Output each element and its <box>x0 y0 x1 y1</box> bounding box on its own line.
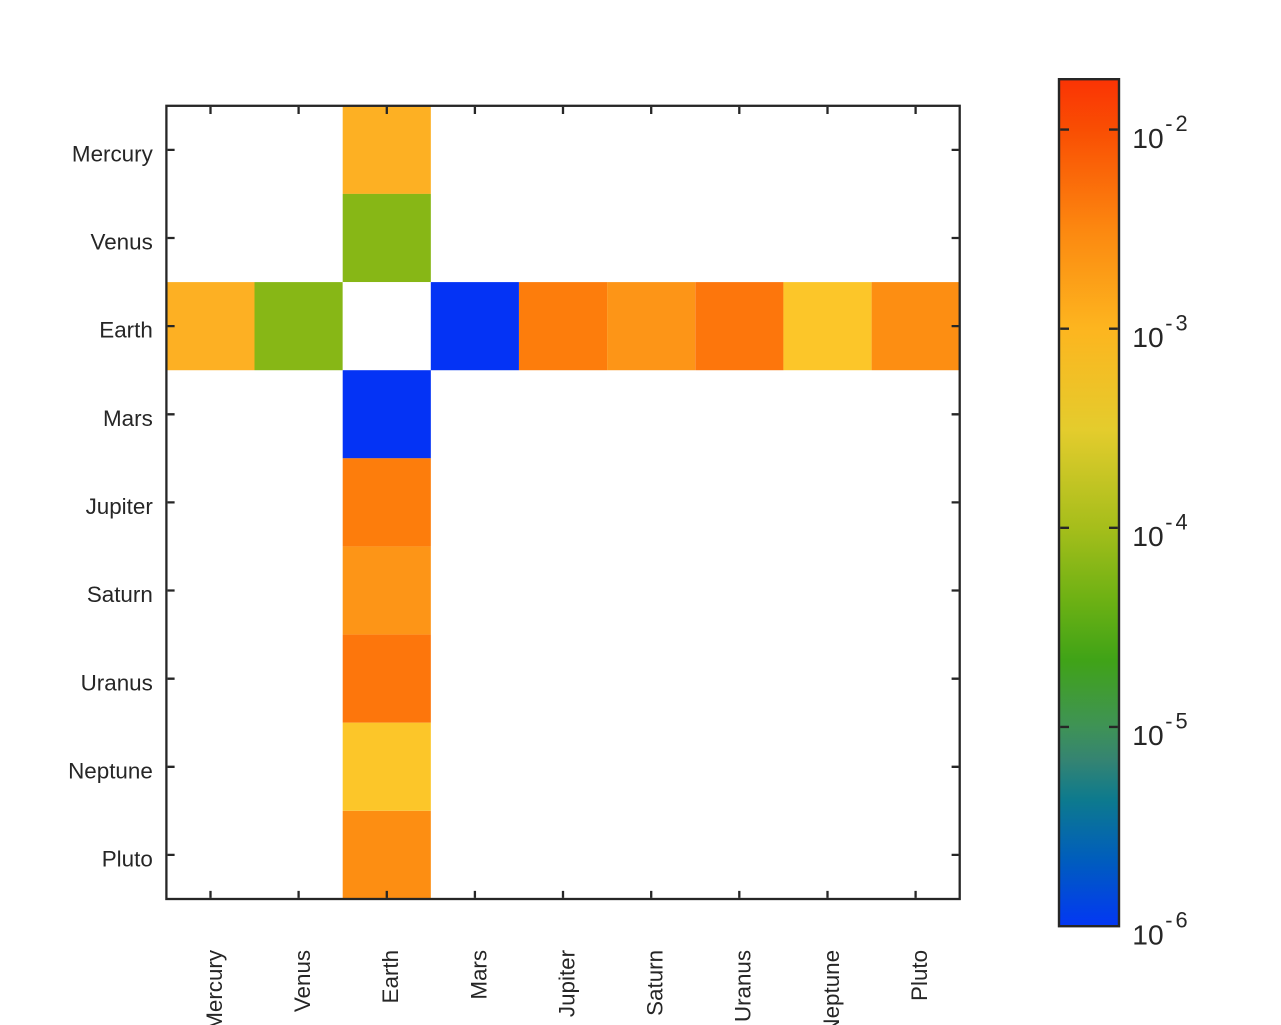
svg-text:Jupiter: Jupiter <box>86 494 154 519</box>
svg-text:Earth: Earth <box>99 318 153 343</box>
svg-text:Pluto: Pluto <box>907 950 932 1001</box>
svg-text:Venus: Venus <box>91 230 153 255</box>
svg-text:Neptune: Neptune <box>68 758 153 783</box>
svg-text:Uranus: Uranus <box>731 950 756 1022</box>
svg-text:Pluto: Pluto <box>102 847 153 872</box>
svg-text:Mars: Mars <box>103 406 153 431</box>
svg-text:Saturn: Saturn <box>643 950 668 1016</box>
svg-text:Jupiter: Jupiter <box>554 949 579 1017</box>
svg-text:Uranus: Uranus <box>81 670 153 695</box>
svg-text:Earth: Earth <box>378 950 403 1004</box>
svg-text:Saturn: Saturn <box>87 582 153 607</box>
svg-text:Venus: Venus <box>290 950 315 1012</box>
svg-text:Mercury: Mercury <box>72 141 154 166</box>
svg-text:Mercury: Mercury <box>202 949 227 1025</box>
svg-text:Mars: Mars <box>466 950 491 1000</box>
svg-text:Neptune: Neptune <box>819 950 844 1025</box>
